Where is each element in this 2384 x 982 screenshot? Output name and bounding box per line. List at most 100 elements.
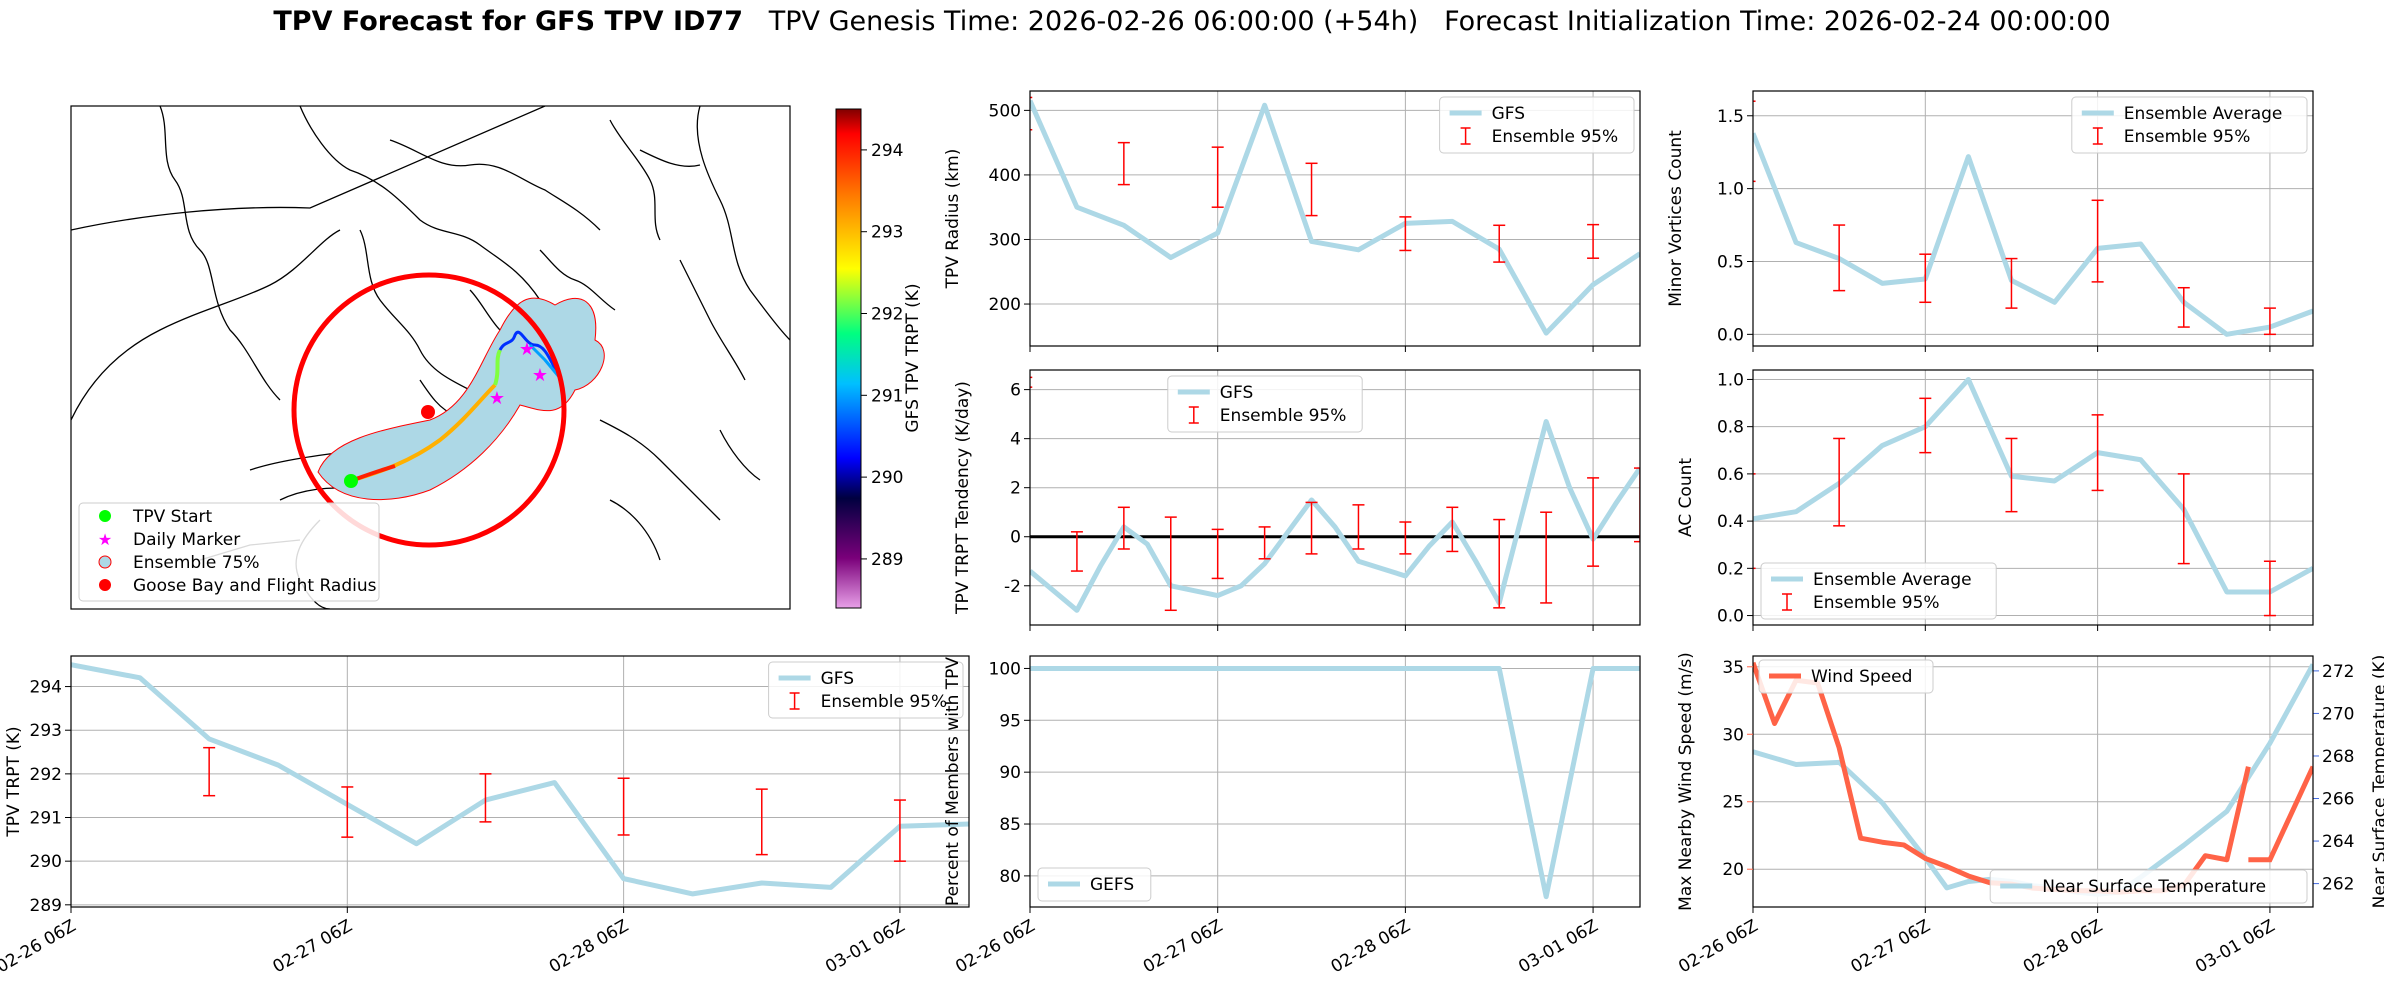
minor-legend: Ensemble Average Ensemble 95% — [2071, 96, 2308, 154]
pct-xtick-label: 02-27 06Z — [1140, 916, 1226, 977]
pct-chart: 80 85 90 95 100 02-26 06Z 02-27 06Z 02-28 06Z 03… — [943, 655, 1641, 977]
minor-ytick-label: 1.0 — [1717, 180, 1744, 200]
pct-ytick-label: 95 — [999, 711, 1021, 731]
trpt-series-group — [71, 662, 969, 897]
trpt-ytick-label: 293 — [30, 721, 62, 741]
wind-ytick-label: 20 — [1722, 860, 1744, 880]
map-legend: TPV Start ★ Daily Marker Ensemble 75% Go… — [78, 502, 380, 602]
minor-legend-box — [2071, 96, 2308, 154]
tend-ytick-label: 4 — [1010, 430, 1021, 450]
tend-line — [1030, 418, 1640, 613]
colorbar-gradient — [835, 108, 862, 609]
colorbar-tick-label: 289 — [871, 550, 903, 570]
ac-legend-box — [1760, 562, 1997, 620]
ac-legend: Ensemble Average Ensemble 95% — [1760, 562, 1997, 620]
radius-ytick-label: 400 — [989, 166, 1021, 186]
flight-radius-circle — [291, 272, 567, 548]
wind-xtick-label: 02-26 06Z — [1675, 916, 1761, 977]
pct-ylabel: Percent of Members with TPV — [943, 657, 963, 906]
colorbar-tick-label: 293 — [871, 223, 903, 243]
colorbar-label: GFS TPV TRPT (K) — [903, 283, 923, 432]
pct-ytick-label: 80 — [999, 867, 1021, 887]
trpt-ytick-label: 292 — [30, 765, 62, 785]
wind-legend-label: Wind Speed — [1811, 667, 1912, 687]
wind-ytick2-label: 264 — [2322, 832, 2354, 852]
minor-series-group — [1753, 100, 2313, 337]
pct-legend-box — [1037, 867, 1152, 902]
pct-series-group — [1030, 665, 1640, 900]
legend-daily-marker: Daily Marker — [133, 530, 240, 550]
tend-ytick-label: 2 — [1010, 479, 1021, 499]
map-panel: ★ ★ ★ TPV Start ★ Daily Marker Ensemble … — [70, 105, 923, 610]
minor-legend-label: Ensemble Average — [2124, 104, 2283, 124]
ac-frame — [1752, 369, 2314, 626]
legend-tpv-start-icon — [99, 510, 111, 522]
tpv-track-tail — [528, 343, 562, 379]
radius-frame — [1029, 90, 1641, 347]
trpt-xtick-label: 03-01 06Z — [822, 916, 908, 977]
trpt-legend-label: Ensemble 95% — [821, 692, 948, 712]
radius-legend-label: GFS — [1492, 104, 1525, 124]
tend-frame — [1029, 369, 1641, 626]
ac-ytick-label: 0.8 — [1717, 418, 1744, 438]
title-init: Forecast Initialization Time: 2026-02-24… — [1444, 6, 2111, 37]
ac-ytick-label: 0.0 — [1717, 607, 1744, 627]
wind-ytick2-label: 270 — [2322, 704, 2354, 724]
title-genesis: TPV Genesis Time: 2026-02-26 06:00:00 (+… — [768, 6, 1419, 37]
wind-ytick2-label: 262 — [2322, 875, 2354, 895]
legend-daily-marker-icon: ★ — [98, 530, 112, 549]
minor-chart: 0.0 0.5 1.0 1.5 Minor Vortices Count Ensemble… — [1666, 90, 2314, 352]
wind-ytick2-label: 268 — [2322, 747, 2354, 767]
radius-chart: 200 300 400 500 TPV Radius (km) GFS Ensemble 9… — [943, 90, 1641, 352]
legend-ensemble-icon — [98, 555, 112, 569]
wind-legend-box — [1758, 659, 1934, 694]
minor-ytick-label: 0.5 — [1717, 252, 1744, 272]
ac-ytick-label: 0.6 — [1717, 465, 1744, 485]
tend-legend-label: Ensemble 95% — [1220, 406, 1347, 426]
legend-goose-bay: Goose Bay and Flight Radius — [133, 576, 377, 596]
trpt-xtick-label: 02-27 06Z — [270, 916, 356, 977]
tpv-track-mid — [493, 349, 502, 386]
pct-frame — [1029, 655, 1641, 908]
ac-line — [1753, 376, 2313, 595]
wind-legend-box — [1989, 869, 2308, 904]
pct-ytick-label: 85 — [999, 815, 1021, 835]
minor-ytick-label: 1.5 — [1717, 107, 1744, 127]
tend-ytick-label: 6 — [1010, 381, 1021, 401]
trpt-line — [71, 662, 969, 897]
legend-ensemble-75: Ensemble 75% — [133, 553, 260, 573]
pct-xtick-label: 02-28 06Z — [1328, 916, 1414, 977]
wind-ylabel2: Near Surface Temperature (K) — [2370, 655, 2384, 909]
colorbar-tick-label: 291 — [871, 386, 903, 406]
radius-legend-label: Ensemble 95% — [1492, 127, 1619, 147]
wind-xtick-label: 02-27 06Z — [1848, 916, 1934, 977]
trpt-xtick-label: 02-26 06Z — [0, 916, 80, 977]
colorbar: 294 293 292 291 290 289 GFS TPV TRPT (K) — [835, 108, 923, 609]
daily-marker-3: ★ — [532, 365, 548, 386]
pct-xtick-label: 03-01 06Z — [1515, 916, 1601, 977]
minor-frame — [1752, 90, 2314, 347]
ac-ylabel: AC Count — [1676, 458, 1696, 537]
trpt-xtick-label: 02-28 06Z — [546, 916, 632, 977]
wind-ytick2-label: 272 — [2322, 662, 2354, 682]
tpv-track-cold — [498, 330, 562, 379]
ac-ytick-label: 0.4 — [1717, 512, 1744, 532]
radius-legend: GFS Ensemble 95% — [1439, 96, 1635, 154]
radius-line — [1030, 99, 1640, 336]
trpt-ytick-label: 290 — [30, 852, 62, 872]
tend-legend: GFS Ensemble 95% — [1167, 375, 1363, 433]
trpt-chart: 289 290 291 292 293 294 02-26 06Z 02-27 06Z 02-2… — [0, 655, 970, 977]
wind-legend: Wind Speed — [1758, 659, 1934, 694]
colorbar-tick-label: 290 — [871, 468, 903, 488]
tend-legend-label: GFS — [1220, 383, 1253, 403]
goose-bay-marker — [421, 405, 435, 419]
wind-ytick-label: 25 — [1722, 793, 1744, 813]
trpt-ytick-label: 294 — [30, 678, 62, 698]
wind-ytick2-label: 266 — [2322, 790, 2354, 810]
radius-legend-box — [1439, 96, 1635, 154]
ac-chart: 0.0 0.2 0.4 0.6 0.8 1.0 AC Count Ensemble Avera… — [1676, 369, 2314, 631]
tend-ytick-label: 0 — [1010, 528, 1021, 548]
wind-chart: 262 264 266 268 270 272 Near Surface Temperatu… — [1675, 652, 2384, 977]
wind-frame — [1752, 655, 2314, 908]
radius-ytick-label: 300 — [989, 230, 1021, 250]
